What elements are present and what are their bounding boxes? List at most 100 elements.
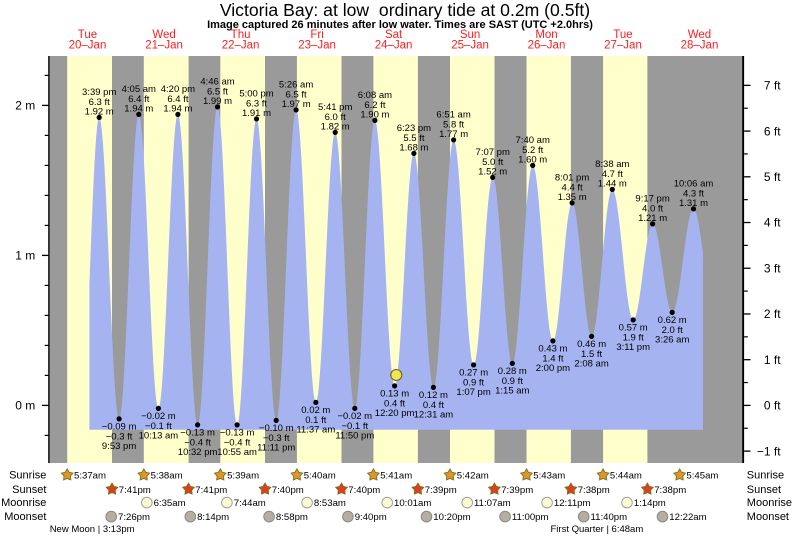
svg-text:6:51 am: 6:51 am: [436, 110, 470, 121]
svg-text:Mon: Mon: [535, 29, 557, 41]
svg-text:1.90 m: 1.90 m: [360, 109, 389, 120]
svg-text:2 m: 2 m: [15, 99, 35, 113]
svg-text:11:40pm: 11:40pm: [591, 512, 628, 523]
svg-text:5:26 am: 5:26 am: [279, 80, 313, 91]
svg-text:4.4 ft: 4.4 ft: [562, 182, 583, 193]
svg-text:1.68 m: 1.68 m: [399, 142, 428, 153]
svg-text:12:20 pm: 12:20 pm: [375, 408, 415, 419]
svg-text:5:40am: 5:40am: [304, 471, 336, 482]
svg-text:8:14pm: 8:14pm: [197, 512, 229, 523]
svg-text:1.44 m: 1.44 m: [598, 178, 627, 189]
svg-text:0.9 ft: 0.9 ft: [502, 376, 523, 387]
svg-text:ft: ft: [774, 124, 781, 138]
svg-text:1.60 m: 1.60 m: [518, 154, 547, 165]
svg-text:4:46 am: 4:46 am: [200, 77, 234, 88]
svg-text:Sunrise: Sunrise: [747, 470, 784, 482]
svg-text:1.4 ft: 1.4 ft: [542, 353, 563, 364]
svg-text:0.57 m: 0.57 m: [619, 323, 648, 334]
svg-text:10:01am: 10:01am: [394, 498, 431, 509]
svg-text:22–Jan: 22–Jan: [222, 39, 260, 51]
svg-text:ft: ft: [774, 261, 781, 275]
svg-text:−0.02 m: −0.02 m: [141, 411, 176, 422]
svg-text:Sunset: Sunset: [747, 484, 781, 496]
svg-text:3:39 pm: 3:39 pm: [82, 87, 116, 98]
svg-text:0.27 m: 0.27 m: [459, 368, 488, 379]
svg-text:Thu: Thu: [231, 29, 251, 41]
svg-text:0.12 m: 0.12 m: [419, 390, 448, 401]
svg-text:Tue: Tue: [78, 29, 97, 41]
svg-text:ft: ft: [774, 307, 781, 321]
svg-text:2:08 am: 2:08 am: [574, 358, 608, 369]
svg-text:8:38 am: 8:38 am: [595, 159, 629, 170]
svg-text:10:32 pm: 10:32 pm: [178, 447, 218, 458]
svg-text:6.3 ft: 6.3 ft: [246, 98, 267, 109]
svg-text:7:40 am: 7:40 am: [516, 135, 550, 146]
svg-text:Sun: Sun: [460, 29, 480, 41]
svg-text:6: 6: [764, 124, 771, 138]
svg-text:5.5 ft: 5.5 ft: [403, 133, 424, 144]
svg-text:0.28 m: 0.28 m: [498, 366, 527, 377]
svg-text:0.1 ft: 0.1 ft: [305, 415, 326, 426]
svg-text:6.3 ft: 6.3 ft: [89, 97, 110, 108]
svg-text:7:07 pm: 7:07 pm: [476, 147, 510, 158]
svg-text:5.8 ft: 5.8 ft: [443, 119, 464, 130]
svg-text:10:20pm: 10:20pm: [433, 512, 470, 523]
svg-text:Wed: Wed: [688, 29, 711, 41]
svg-text:5: 5: [764, 170, 771, 184]
svg-text:1.82 m: 1.82 m: [321, 121, 350, 132]
svg-text:10:55 am: 10:55 am: [217, 447, 257, 458]
svg-text:1 m: 1 m: [15, 249, 35, 263]
svg-text:23–Jan: 23–Jan: [298, 39, 336, 51]
svg-text:New Moon | 3:13pm: New Moon | 3:13pm: [50, 524, 135, 535]
svg-text:Moonrise: Moonrise: [1, 497, 46, 509]
svg-text:7: 7: [764, 79, 771, 93]
svg-text:21–Jan: 21–Jan: [145, 39, 183, 51]
svg-text:1.9 ft: 1.9 ft: [623, 332, 644, 343]
svg-text:Moonrise: Moonrise: [747, 497, 792, 509]
svg-text:4.0 ft: 4.0 ft: [642, 203, 663, 214]
svg-text:24–Jan: 24–Jan: [375, 39, 413, 51]
svg-text:2.0 ft: 2.0 ft: [662, 325, 683, 336]
svg-text:5:38am: 5:38am: [151, 471, 183, 482]
svg-text:4.7 ft: 4.7 ft: [602, 169, 623, 180]
svg-text:−0.1 ft: −0.1 ft: [145, 421, 172, 432]
svg-text:−0.10 m: −0.10 m: [259, 423, 294, 434]
svg-text:0.4 ft: 0.4 ft: [423, 400, 444, 411]
svg-text:12:31 am: 12:31 am: [414, 409, 454, 420]
svg-text:11:37 am: 11:37 am: [296, 424, 335, 435]
svg-text:1:07 pm: 1:07 pm: [456, 387, 490, 398]
svg-text:ft: ft: [774, 170, 781, 184]
svg-text:0.46 m: 0.46 m: [577, 339, 606, 350]
svg-text:0.4 ft: 0.4 ft: [384, 398, 405, 409]
svg-text:7:41pm: 7:41pm: [195, 485, 227, 496]
svg-text:−0.02 m: −0.02 m: [338, 411, 373, 422]
svg-text:5.0 ft: 5.0 ft: [482, 157, 503, 168]
svg-text:5:43am: 5:43am: [533, 471, 565, 482]
svg-text:9:53 pm: 9:53 pm: [102, 441, 136, 452]
svg-text:25–Jan: 25–Jan: [451, 39, 489, 51]
svg-text:6:23 pm: 6:23 pm: [397, 123, 431, 134]
svg-text:7:26pm: 7:26pm: [118, 512, 150, 523]
svg-text:9:40pm: 9:40pm: [355, 512, 387, 523]
svg-text:4:05 am: 4:05 am: [122, 84, 156, 95]
svg-text:Sat: Sat: [385, 29, 403, 41]
svg-text:1.94 m: 1.94 m: [124, 103, 153, 114]
svg-text:−1: −1: [757, 444, 771, 458]
svg-text:Sunrise: Sunrise: [9, 470, 46, 482]
svg-text:Moonset: Moonset: [4, 511, 46, 523]
svg-text:10:06 am: 10:06 am: [674, 179, 714, 190]
svg-text:12:11pm: 12:11pm: [554, 498, 591, 509]
svg-text:Sunset: Sunset: [12, 484, 46, 496]
svg-text:6.5 ft: 6.5 ft: [286, 89, 307, 100]
svg-text:1.31 m: 1.31 m: [679, 198, 708, 209]
svg-text:1.99 m: 1.99 m: [203, 96, 232, 107]
svg-text:7:39pm: 7:39pm: [501, 485, 533, 496]
svg-text:0: 0: [764, 399, 771, 413]
svg-text:6.2 ft: 6.2 ft: [364, 100, 385, 111]
svg-text:11:50 pm: 11:50 pm: [335, 430, 374, 441]
svg-text:1.91 m: 1.91 m: [242, 108, 271, 119]
svg-text:6.5 ft: 6.5 ft: [207, 86, 228, 97]
svg-text:ft: ft: [774, 444, 781, 458]
svg-text:−0.3 ft: −0.3 ft: [263, 433, 290, 444]
svg-text:6:35am: 6:35am: [154, 498, 186, 509]
